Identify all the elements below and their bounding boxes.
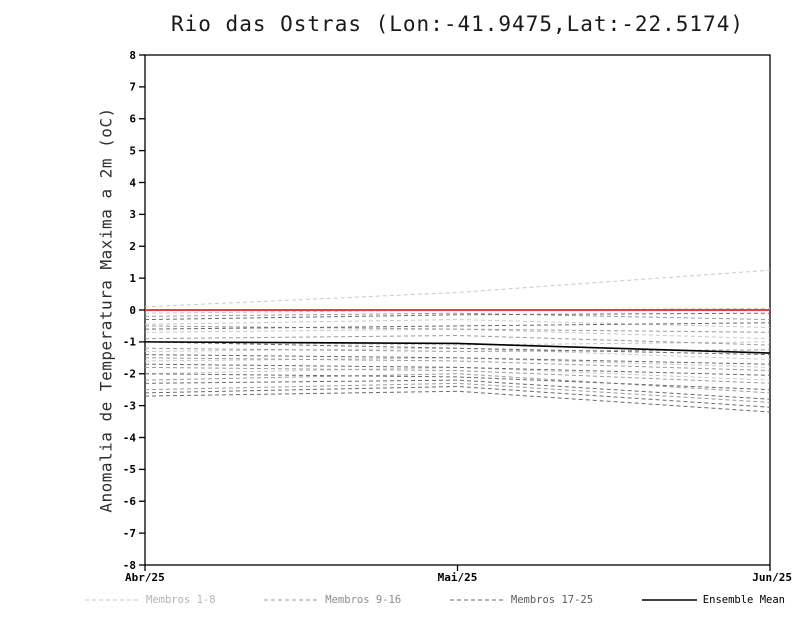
series-membro-17	[144, 312, 771, 321]
y-tick-label: 1	[129, 272, 136, 285]
y-tick-label: -2	[123, 368, 136, 381]
y-tick-label: -1	[123, 336, 137, 349]
series-membro-15	[144, 373, 771, 394]
x-tick-label: Abr/25	[125, 571, 165, 584]
series-membro-03	[144, 319, 771, 329]
series-membro-14	[144, 366, 771, 384]
series-membro-07	[144, 357, 771, 368]
series-membro-19	[144, 341, 771, 356]
legend-label: Membros 9-16	[325, 594, 402, 606]
series-membro-13	[144, 357, 771, 372]
legend-line-sample	[641, 599, 697, 601]
series-membro-10	[144, 325, 771, 333]
y-tick-label: 5	[129, 144, 136, 157]
legend-line-sample	[264, 599, 320, 601]
y-tick-label: -4	[123, 431, 137, 444]
series-membro-23	[144, 379, 771, 400]
series-membro-25	[144, 390, 771, 413]
series-membro-16	[144, 382, 771, 403]
y-tick-label: 6	[129, 113, 136, 126]
y-tick-label: 2	[129, 240, 136, 253]
series-membro-11	[144, 334, 771, 346]
y-tick-label: -6	[123, 495, 137, 508]
y-tick-label: 7	[129, 81, 136, 94]
legend-label: Ensemble Mean	[702, 594, 785, 606]
y-tick-label: 3	[129, 208, 136, 221]
legend-line-sample	[85, 599, 140, 601]
series-membro-24	[144, 385, 771, 408]
chart-title: Rio das Ostras (Lon:-41.9475,Lat:-22.517…	[170, 12, 744, 36]
series-membro-09	[144, 312, 771, 321]
legend-label: Membros 17-25	[510, 594, 594, 606]
y-tick-label: -8	[123, 559, 136, 572]
series-membro-21	[144, 363, 771, 376]
series-ensemble-mean	[144, 341, 771, 354]
series-membro-05	[144, 341, 771, 346]
series-membro-06	[144, 347, 771, 360]
y-tick-label: 0	[129, 304, 136, 317]
x-tick-label: Jun/25	[752, 571, 792, 584]
legend-item: Ensemble Mean	[641, 594, 785, 606]
series-membro-22	[144, 373, 771, 391]
legend-line-sample	[449, 599, 505, 601]
series-membro-01	[144, 269, 771, 308]
legend-item: Membros 9-16	[264, 594, 401, 606]
series-membro-02	[144, 307, 771, 314]
y-tick-label: -3	[123, 399, 136, 412]
x-tick-label: Mai/25	[438, 571, 478, 584]
chart-legend: Membros 1-8 Membros 9-16 Membros 17-25 Ense…	[85, 594, 785, 606]
legend-label: Membros 1-8	[146, 594, 216, 606]
series-membro-18	[144, 322, 771, 330]
legend-item: Membros 17-25	[449, 594, 594, 606]
y-tick-label: -5	[123, 463, 136, 476]
y-tick-label: 8	[129, 49, 136, 62]
series-membro-20	[144, 354, 771, 365]
y-tick-label: -7	[123, 527, 136, 540]
series-membro-08	[144, 366, 771, 381]
legend-item: Membros 1-8	[85, 594, 216, 606]
y-tick-label: 4	[129, 176, 136, 189]
series-membro-04	[144, 328, 771, 340]
